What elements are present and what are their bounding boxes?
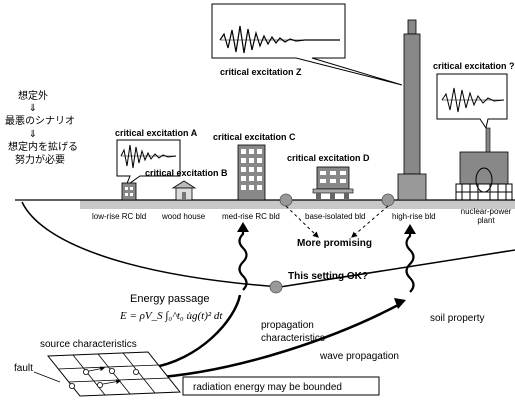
nuclear-label-2: plant	[477, 216, 495, 225]
radiation-label: radiation energy may be bounded	[193, 382, 342, 393]
excitation-c-label: critical excitation C	[213, 132, 296, 142]
nuclear-label-1: nuclear-power	[461, 207, 512, 216]
excitation-d-label: critical excitation D	[287, 153, 370, 163]
note-arrow-1: ⇓	[29, 103, 37, 114]
note-line-2: 最悪のシナリオ	[5, 115, 75, 127]
arrow-to-high-rise-head	[394, 298, 406, 309]
dashed-arrow-left	[285, 205, 319, 238]
excitation-z-callout	[211, 3, 403, 86]
excitation-a-waveform	[120, 144, 177, 169]
wavy-arrow-med-head	[237, 222, 249, 232]
excitation-a-callout	[116, 139, 181, 188]
ground-strip	[80, 200, 515, 209]
excitation-a-label: critical excitation A	[115, 128, 198, 138]
note-line-4: 努力が必要	[15, 153, 65, 166]
fault-label: fault	[14, 363, 33, 374]
dashed-arrow-right	[351, 205, 389, 238]
excitation-b-label: critical excitation B	[145, 168, 228, 178]
bedrock-boundary	[21, 201, 515, 288]
note-line-3: 想定内を拡げる	[8, 140, 78, 153]
high-rise-building	[397, 19, 427, 201]
excitation-q-callout	[436, 73, 508, 130]
marker-med-base	[279, 193, 293, 207]
wavy-arrow-high-head	[404, 224, 416, 234]
low-rise-label: low-rise RC bld	[92, 212, 146, 221]
arrow-to-med-rise	[149, 294, 242, 370]
med-rise-label: med-rise RC bld	[222, 212, 280, 221]
excitation-z: critical excitation Z	[211, 3, 403, 86]
excitation-a: critical excitation A	[115, 128, 198, 188]
wave-propagation-label: wave propagation	[319, 351, 399, 362]
marker-base-high	[381, 193, 395, 207]
setting-ok-label: This setting OK?	[288, 271, 368, 282]
excitation-z-label: critical excitation Z	[220, 67, 302, 77]
wavy-arrow-med	[238, 228, 248, 291]
arrow-to-high-rise	[149, 302, 401, 380]
wavy-arrow-high	[405, 230, 415, 293]
base-isolated-building	[312, 166, 354, 200]
low-rise-building	[121, 182, 137, 201]
soil-property-label: soil property	[430, 313, 484, 324]
high-rise-label: high-rise bld	[392, 212, 436, 221]
excitation-q	[436, 73, 508, 130]
propagation-label-1: propagation	[261, 320, 314, 331]
nuclear-plant	[455, 127, 513, 201]
wood-house	[171, 180, 197, 201]
wood-house-label: wood house	[161, 212, 206, 221]
radiation-box	[182, 376, 380, 396]
note-line-1: 想定外	[18, 89, 48, 102]
energy-formula: E = ρV_S ∫₀^t₀ u̇g(t)² dt	[119, 310, 223, 322]
fault-grid	[46, 351, 182, 397]
excitation-q-waveform	[441, 87, 505, 113]
note-arrow-2: ⇓	[29, 129, 37, 140]
marker-bedrock	[269, 280, 283, 294]
more-promising-label: More promising	[297, 238, 372, 249]
left-note: 想定外 ⇓ 最悪のシナリオ ⇓ 想定内を拡げる 努力が必要	[5, 89, 78, 166]
fault-pointer	[33, 371, 61, 383]
excitation-q-label: critical excitation ?	[433, 61, 515, 71]
excitation-z-waveform	[219, 25, 340, 54]
base-isolated-label: base-isolated bld	[305, 212, 365, 221]
propagation-label-2: characteristics	[261, 333, 325, 344]
med-rise-building	[237, 144, 266, 201]
energy-title: Energy passage	[130, 293, 210, 305]
source-label: source characteristics	[40, 339, 137, 350]
